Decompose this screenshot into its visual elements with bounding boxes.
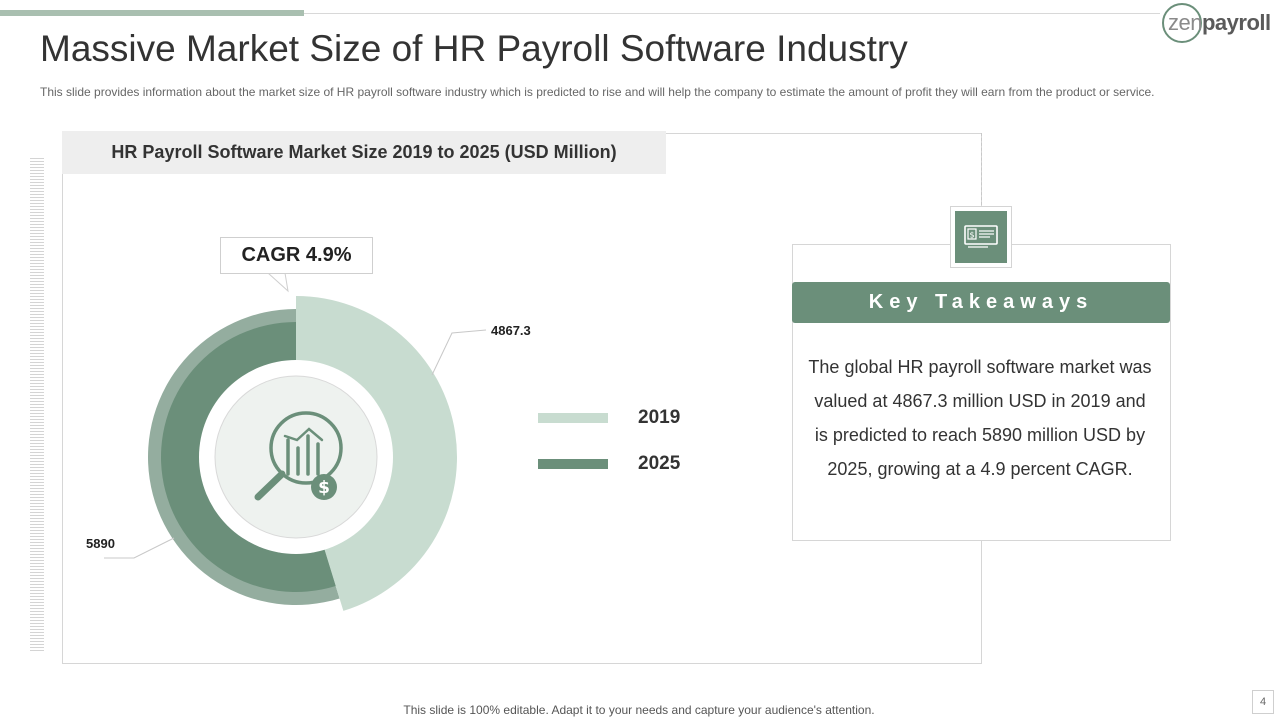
top-accent-bar bbox=[0, 10, 304, 16]
chart-slice-2019 bbox=[296, 296, 458, 611]
legend-label-2025: 2025 bbox=[638, 453, 681, 474]
svg-text:$: $ bbox=[318, 478, 330, 498]
slide-title: Massive Market Size of HR Payroll Softwa… bbox=[40, 28, 908, 69]
leader-line-2019 bbox=[431, 329, 487, 376]
data-label-2025: 5890 bbox=[86, 536, 115, 551]
chart-center-inner-circle bbox=[214, 375, 378, 539]
legend-item-2019: 2019 bbox=[538, 407, 680, 429]
chart-slice-2025-inner-band bbox=[160, 322, 336, 592]
legend-item-2025: 2025 bbox=[538, 453, 680, 475]
analytics-magnifier-dollar-icon: $ bbox=[254, 411, 343, 501]
zenpayroll-logo: zenpayroll bbox=[1160, 2, 1278, 44]
chart-title: HR Payroll Software Market Size 2019 to … bbox=[62, 131, 666, 174]
leader-line-2025 bbox=[104, 537, 175, 559]
page-number: 4 bbox=[1252, 690, 1274, 714]
key-takeaways-text: The global HR payroll software market wa… bbox=[808, 357, 1152, 479]
legend-label-2019: 2019 bbox=[638, 407, 681, 428]
slide-subtitle: This slide provides information about th… bbox=[40, 85, 1155, 99]
logo-ring bbox=[1162, 3, 1202, 43]
top-rule bbox=[304, 13, 1160, 14]
cagr-callout-pointer bbox=[266, 272, 289, 293]
legend-swatch-2025 bbox=[538, 459, 608, 469]
key-takeaways-heading: Key Takeaways bbox=[792, 282, 1170, 323]
logo-text-payroll: payroll bbox=[1201, 10, 1271, 35]
svg-text:$: $ bbox=[969, 231, 974, 240]
data-label-2019: 4867.3 bbox=[491, 323, 531, 338]
legend-swatch-2019 bbox=[538, 413, 608, 423]
logo-text-zen: zen bbox=[1168, 10, 1202, 35]
left-decorative-hatch bbox=[30, 158, 44, 652]
slide-footer: This slide is 100% editable. Adapt it to… bbox=[403, 703, 875, 717]
payroll-check-icon-tile: $ bbox=[950, 206, 1012, 268]
dashed-connector bbox=[981, 133, 982, 205]
payroll-check-icon: $ bbox=[964, 225, 998, 248]
cagr-callout: CAGR 4.9% bbox=[220, 237, 373, 274]
